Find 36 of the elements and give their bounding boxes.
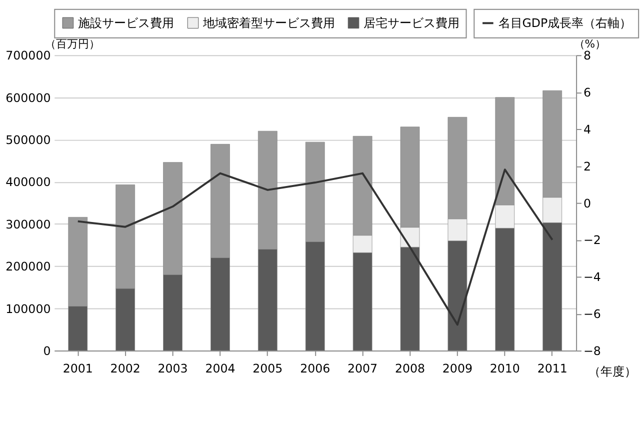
y-tick-label: 0 <box>43 344 51 358</box>
y2-tick-label: −6 <box>583 307 601 322</box>
y-tick-label: 600000 <box>6 90 51 105</box>
line-series <box>76 168 554 326</box>
x-tick-label: 2003 <box>158 362 188 376</box>
legend-label: 地域密着型サービス費用 <box>202 16 335 30</box>
y-tick-label: 100000 <box>6 302 51 316</box>
y2-tick-label: −2 <box>583 233 601 248</box>
y2-tick-label: 6 <box>583 85 591 100</box>
x-axis-title: （年度） <box>588 364 636 379</box>
y2-axis-title: （%） <box>574 38 606 51</box>
legend-label: 施設サービス費用 <box>78 16 174 30</box>
x-tick-label: 2005 <box>252 362 283 376</box>
x-tick-label: 2011 <box>537 362 568 376</box>
y2-tick-label: 0 <box>583 196 591 210</box>
x-tick-label: 2002 <box>110 362 140 376</box>
y-axis-title: （百万円） <box>44 38 100 51</box>
x-tick-label: 2006 <box>300 362 330 376</box>
x-tick-label: 2004 <box>205 362 236 376</box>
y-tick-label: 700000 <box>6 48 51 63</box>
y2-tick-label: 2 <box>583 159 591 174</box>
x-tick-label: 2009 <box>442 362 472 376</box>
y-tick-label: 500000 <box>6 132 51 147</box>
y2-tick-label: −4 <box>583 270 601 284</box>
y2-tick-label: −8 <box>583 344 601 358</box>
y-tick-label: 200000 <box>6 260 51 274</box>
legend-label: 名目GDP成長率（右軸） <box>498 16 632 30</box>
x-tick-label: 2001 <box>62 362 93 376</box>
x-tick-label: 2008 <box>394 362 426 376</box>
y2-tick-label: 8 <box>583 48 591 63</box>
y-tick-label: 400000 <box>6 175 51 190</box>
y2-tick-label: 4 <box>583 122 591 136</box>
y-tick-label: 300000 <box>6 217 51 232</box>
x-tick-label: 2007 <box>348 362 378 376</box>
legend-label: 居宅サービス費用 <box>363 16 460 30</box>
x-tick-label: 2010 <box>490 362 520 376</box>
